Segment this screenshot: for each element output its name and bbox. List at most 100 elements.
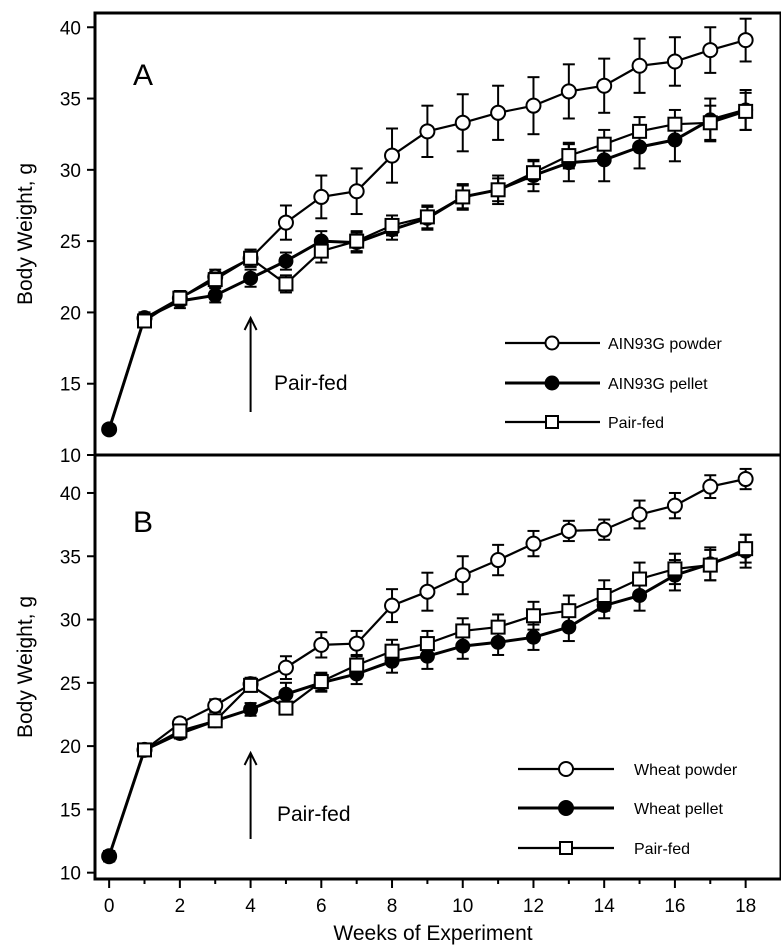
data-point xyxy=(455,623,471,639)
y-tick-label: 35 xyxy=(60,90,81,111)
y-tick-label: 20 xyxy=(60,737,81,758)
data-point xyxy=(137,742,153,758)
y-tick-label: 20 xyxy=(60,303,81,324)
data-point xyxy=(278,700,294,716)
data-point xyxy=(243,701,259,717)
data-point xyxy=(313,636,330,653)
data-point xyxy=(632,571,648,587)
data-point xyxy=(278,253,294,269)
data-point xyxy=(560,83,577,100)
y-tick-label: 40 xyxy=(60,484,81,505)
data-point xyxy=(101,848,117,864)
legend-entry-wheat-powder: Wheat powder xyxy=(518,761,738,779)
data-point xyxy=(667,116,683,132)
x-tick-label: 12 xyxy=(523,896,544,917)
data-point xyxy=(596,587,612,603)
data-point xyxy=(454,567,471,584)
legend-label: AIN93G pellet xyxy=(608,376,708,393)
data-point xyxy=(243,270,259,286)
legend-entry-wheat-pellet: Wheat pellet xyxy=(518,800,723,818)
data-point xyxy=(702,42,719,59)
data-point xyxy=(737,32,754,49)
series-pair-fed xyxy=(137,91,754,329)
legend-open-circle-marker xyxy=(558,761,574,777)
data-point xyxy=(384,643,400,659)
data-point xyxy=(384,217,400,233)
data-point xyxy=(490,104,507,121)
x-tick-label: 2 xyxy=(175,896,186,917)
data-point xyxy=(419,636,435,652)
data-point xyxy=(137,313,153,329)
legend-filled-circle-marker xyxy=(558,800,574,816)
data-point xyxy=(632,123,648,139)
data-point xyxy=(313,674,329,690)
data-point xyxy=(454,114,471,131)
panel-b-x-ticks: 0 2 4 6 8 10 12 14 16 18 xyxy=(104,879,756,917)
panel-a-pair-fed-arrowhead xyxy=(243,315,258,331)
series-line-ain93g-powder xyxy=(108,39,746,430)
panel-b-pair-fed-label: Pair-fed xyxy=(277,803,351,826)
data-point xyxy=(243,250,259,266)
panel-a-y-axis-label: Body Weight, g xyxy=(14,163,37,305)
data-point xyxy=(666,497,683,514)
y-tick-label: 10 xyxy=(60,446,81,467)
data-point xyxy=(243,677,259,693)
y-tick-label: 40 xyxy=(60,18,81,39)
y-tick-label: 10 xyxy=(60,864,81,885)
y-tick-label: 25 xyxy=(60,232,81,253)
x-tick-label: 6 xyxy=(316,896,327,917)
y-tick-label: 35 xyxy=(60,547,81,568)
data-point xyxy=(348,635,365,652)
x-tick-label: 14 xyxy=(594,896,616,917)
series-pair-fed xyxy=(137,533,754,758)
panel-a-series xyxy=(101,17,754,438)
data-point xyxy=(737,471,754,488)
data-point xyxy=(666,53,683,70)
x-tick-label: 4 xyxy=(245,896,256,917)
x-tick-label: 16 xyxy=(664,896,685,917)
data-point xyxy=(419,209,435,225)
legend-entry-ain93g-pellet: AIN93G pellet xyxy=(505,375,708,393)
panel-b-y-ticks: 10 15 20 25 30 35 40 xyxy=(60,484,95,885)
panel-a-legend: AIN93G powder AIN93G pellet Pair-fed xyxy=(505,335,723,432)
data-point xyxy=(348,183,365,200)
data-point xyxy=(207,272,223,288)
panel-a-pair-fed-annotation: Pair-fed xyxy=(243,315,348,412)
panel-b-pair-fed-annotation: Pair-fed xyxy=(243,750,351,839)
data-point xyxy=(419,123,436,140)
legend-open-square-marker xyxy=(545,415,559,429)
legend-entry-pair-fed: Pair-fed xyxy=(505,415,664,432)
y-tick-label: 15 xyxy=(60,800,81,821)
data-point xyxy=(490,182,506,198)
data-point xyxy=(631,506,648,523)
legend-open-square-marker xyxy=(559,841,573,855)
panel-b-frame xyxy=(93,453,781,881)
data-point xyxy=(419,583,436,600)
panel-b-y-axis-label: Body Weight, g xyxy=(14,596,37,738)
data-point xyxy=(313,243,329,259)
panel-a: A Body Weight, g 10 15 20 25 30 35 40 Pair-fed… xyxy=(14,11,781,467)
data-point xyxy=(525,608,541,624)
data-point xyxy=(561,148,577,164)
data-point xyxy=(172,723,188,739)
y-tick-label: 15 xyxy=(60,375,81,396)
data-point xyxy=(596,77,613,94)
data-point xyxy=(738,103,754,119)
data-point xyxy=(667,561,683,577)
panel-a-letter: A xyxy=(133,59,153,92)
y-tick-label: 25 xyxy=(60,674,81,695)
y-tick-label: 30 xyxy=(60,161,81,182)
x-tick-label: 10 xyxy=(452,896,473,917)
data-point xyxy=(525,629,541,645)
panel-b-letter: B xyxy=(133,506,153,539)
x-tick-label: 8 xyxy=(387,896,398,917)
data-point xyxy=(631,57,648,74)
data-point xyxy=(525,97,542,114)
legend-label: Wheat powder xyxy=(634,762,738,779)
data-point xyxy=(207,287,223,303)
data-point xyxy=(702,478,719,495)
legend-label: Wheat pellet xyxy=(634,801,723,818)
legend-filled-circle-marker xyxy=(544,375,560,391)
